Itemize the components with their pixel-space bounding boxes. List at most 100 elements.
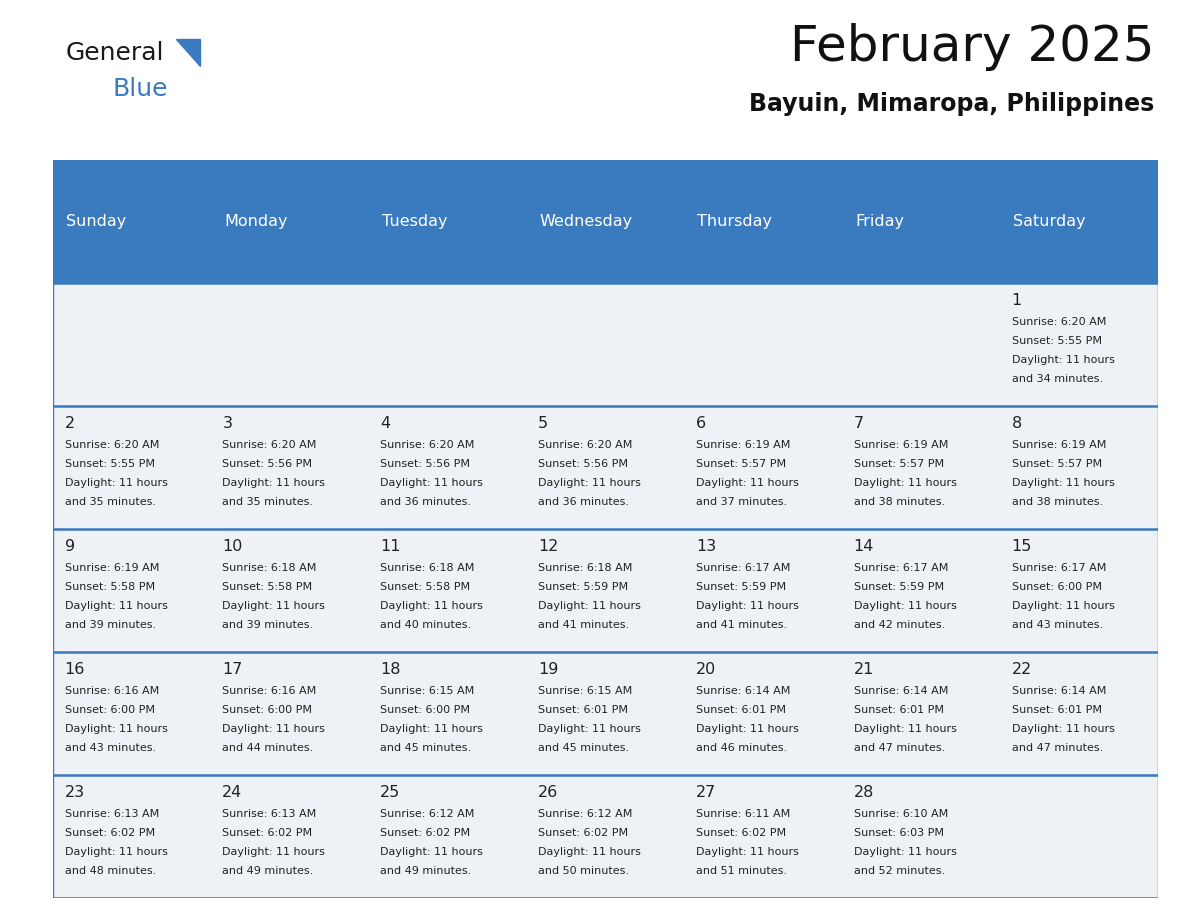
Text: Daylight: 11 hours: Daylight: 11 hours [854,601,956,611]
Text: Daylight: 11 hours: Daylight: 11 hours [64,601,168,611]
Bar [527,529,684,652]
Text: 4: 4 [380,416,391,431]
Text: Wednesday: Wednesday [539,214,633,229]
Text: and 39 minutes.: and 39 minutes. [64,621,156,631]
Text: Sunset: 6:01 PM: Sunset: 6:01 PM [696,705,785,715]
Text: Daylight: 11 hours: Daylight: 11 hours [222,847,326,857]
Text: 22: 22 [1011,662,1031,677]
Text: Sunset: 5:58 PM: Sunset: 5:58 PM [222,582,312,592]
Text: 26: 26 [538,785,558,800]
Text: Sunrise: 6:18 AM: Sunrise: 6:18 AM [538,564,632,573]
Bar [369,160,527,283]
Text: Sunrise: 6:18 AM: Sunrise: 6:18 AM [380,564,474,573]
Bar [842,529,1000,652]
Text: 21: 21 [854,662,874,677]
Text: and 46 minutes.: and 46 minutes. [696,744,786,754]
Text: and 47 minutes.: and 47 minutes. [1011,744,1102,754]
Text: and 50 minutes.: and 50 minutes. [538,867,628,877]
Text: 14: 14 [854,539,874,554]
Text: Daylight: 11 hours: Daylight: 11 hours [696,847,798,857]
Text: and 34 minutes.: and 34 minutes. [1011,375,1102,385]
Text: Sunrise: 6:19 AM: Sunrise: 6:19 AM [64,564,159,573]
Text: Sunrise: 6:19 AM: Sunrise: 6:19 AM [1011,441,1106,450]
Text: Daylight: 11 hours: Daylight: 11 hours [64,847,168,857]
Bar [684,652,842,775]
Text: Sunset: 6:02 PM: Sunset: 6:02 PM [222,828,312,838]
Text: Sunset: 6:00 PM: Sunset: 6:00 PM [380,705,470,715]
Text: and 44 minutes.: and 44 minutes. [222,744,314,754]
Text: Sunset: 5:56 PM: Sunset: 5:56 PM [222,459,312,469]
Text: Saturday: Saturday [1013,214,1086,229]
Text: 19: 19 [538,662,558,677]
Bar [842,775,1000,898]
Text: Sunrise: 6:13 AM: Sunrise: 6:13 AM [64,810,159,819]
Text: Sunrise: 6:17 AM: Sunrise: 6:17 AM [854,564,948,573]
Text: Friday: Friday [855,214,904,229]
Text: Tuesday: Tuesday [381,214,447,229]
Text: Sunset: 6:01 PM: Sunset: 6:01 PM [1011,705,1101,715]
Text: Sunrise: 6:20 AM: Sunrise: 6:20 AM [380,441,474,450]
Bar [369,283,527,406]
Text: Daylight: 11 hours: Daylight: 11 hours [538,478,640,488]
Text: Sunset: 6:00 PM: Sunset: 6:00 PM [1011,582,1101,592]
Text: Sunset: 6:01 PM: Sunset: 6:01 PM [854,705,943,715]
Text: Sunset: 5:59 PM: Sunset: 5:59 PM [696,582,786,592]
Bar [211,529,369,652]
Text: and 36 minutes.: and 36 minutes. [538,498,628,508]
Text: and 43 minutes.: and 43 minutes. [64,744,156,754]
Text: 18: 18 [380,662,400,677]
Text: and 38 minutes.: and 38 minutes. [854,498,944,508]
Text: Daylight: 11 hours: Daylight: 11 hours [854,478,956,488]
Text: Daylight: 11 hours: Daylight: 11 hours [1011,601,1114,611]
Bar [684,160,842,283]
Bar [369,529,527,652]
Text: Sunrise: 6:20 AM: Sunrise: 6:20 AM [64,441,159,450]
Text: Sunrise: 6:17 AM: Sunrise: 6:17 AM [1011,564,1106,573]
Text: Sunrise: 6:20 AM: Sunrise: 6:20 AM [538,441,632,450]
Text: Daylight: 11 hours: Daylight: 11 hours [64,478,168,488]
Text: Sunrise: 6:19 AM: Sunrise: 6:19 AM [854,441,948,450]
Text: Sunset: 6:00 PM: Sunset: 6:00 PM [222,705,312,715]
Text: Daylight: 11 hours: Daylight: 11 hours [380,478,484,488]
Text: Blue: Blue [113,77,169,101]
Text: Monday: Monday [223,214,287,229]
Text: and 52 minutes.: and 52 minutes. [854,867,944,877]
Bar [684,406,842,529]
Text: Sunset: 5:59 PM: Sunset: 5:59 PM [854,582,943,592]
Text: Sunrise: 6:11 AM: Sunrise: 6:11 AM [696,810,790,819]
Bar [211,406,369,529]
Bar [369,406,527,529]
Text: Sunrise: 6:15 AM: Sunrise: 6:15 AM [538,687,632,696]
Text: Sunset: 6:01 PM: Sunset: 6:01 PM [538,705,628,715]
Text: Daylight: 11 hours: Daylight: 11 hours [696,601,798,611]
Text: and 37 minutes.: and 37 minutes. [696,498,786,508]
Text: 11: 11 [380,539,400,554]
Text: and 36 minutes.: and 36 minutes. [380,498,472,508]
Text: Sunrise: 6:19 AM: Sunrise: 6:19 AM [696,441,790,450]
Text: 13: 13 [696,539,716,554]
Text: and 45 minutes.: and 45 minutes. [538,744,630,754]
Bar [1000,529,1158,652]
Text: and 39 minutes.: and 39 minutes. [222,621,314,631]
Bar [527,283,684,406]
Text: Daylight: 11 hours: Daylight: 11 hours [854,847,956,857]
Text: Sunset: 5:56 PM: Sunset: 5:56 PM [380,459,470,469]
Text: Sunset: 6:00 PM: Sunset: 6:00 PM [64,705,154,715]
Text: 5: 5 [538,416,548,431]
Text: and 51 minutes.: and 51 minutes. [696,867,786,877]
Text: Sunset: 5:58 PM: Sunset: 5:58 PM [380,582,470,592]
Text: and 35 minutes.: and 35 minutes. [64,498,156,508]
Bar [211,775,369,898]
Text: Daylight: 11 hours: Daylight: 11 hours [538,847,640,857]
Bar [1000,775,1158,898]
Text: Daylight: 11 hours: Daylight: 11 hours [380,724,484,734]
Bar [53,160,211,283]
Text: and 38 minutes.: and 38 minutes. [1011,498,1102,508]
Bar [53,406,211,529]
Text: Daylight: 11 hours: Daylight: 11 hours [538,724,640,734]
Text: 3: 3 [222,416,233,431]
Text: Sunrise: 6:18 AM: Sunrise: 6:18 AM [222,564,317,573]
Text: and 41 minutes.: and 41 minutes. [538,621,630,631]
Text: 9: 9 [64,539,75,554]
Text: and 41 minutes.: and 41 minutes. [696,621,786,631]
